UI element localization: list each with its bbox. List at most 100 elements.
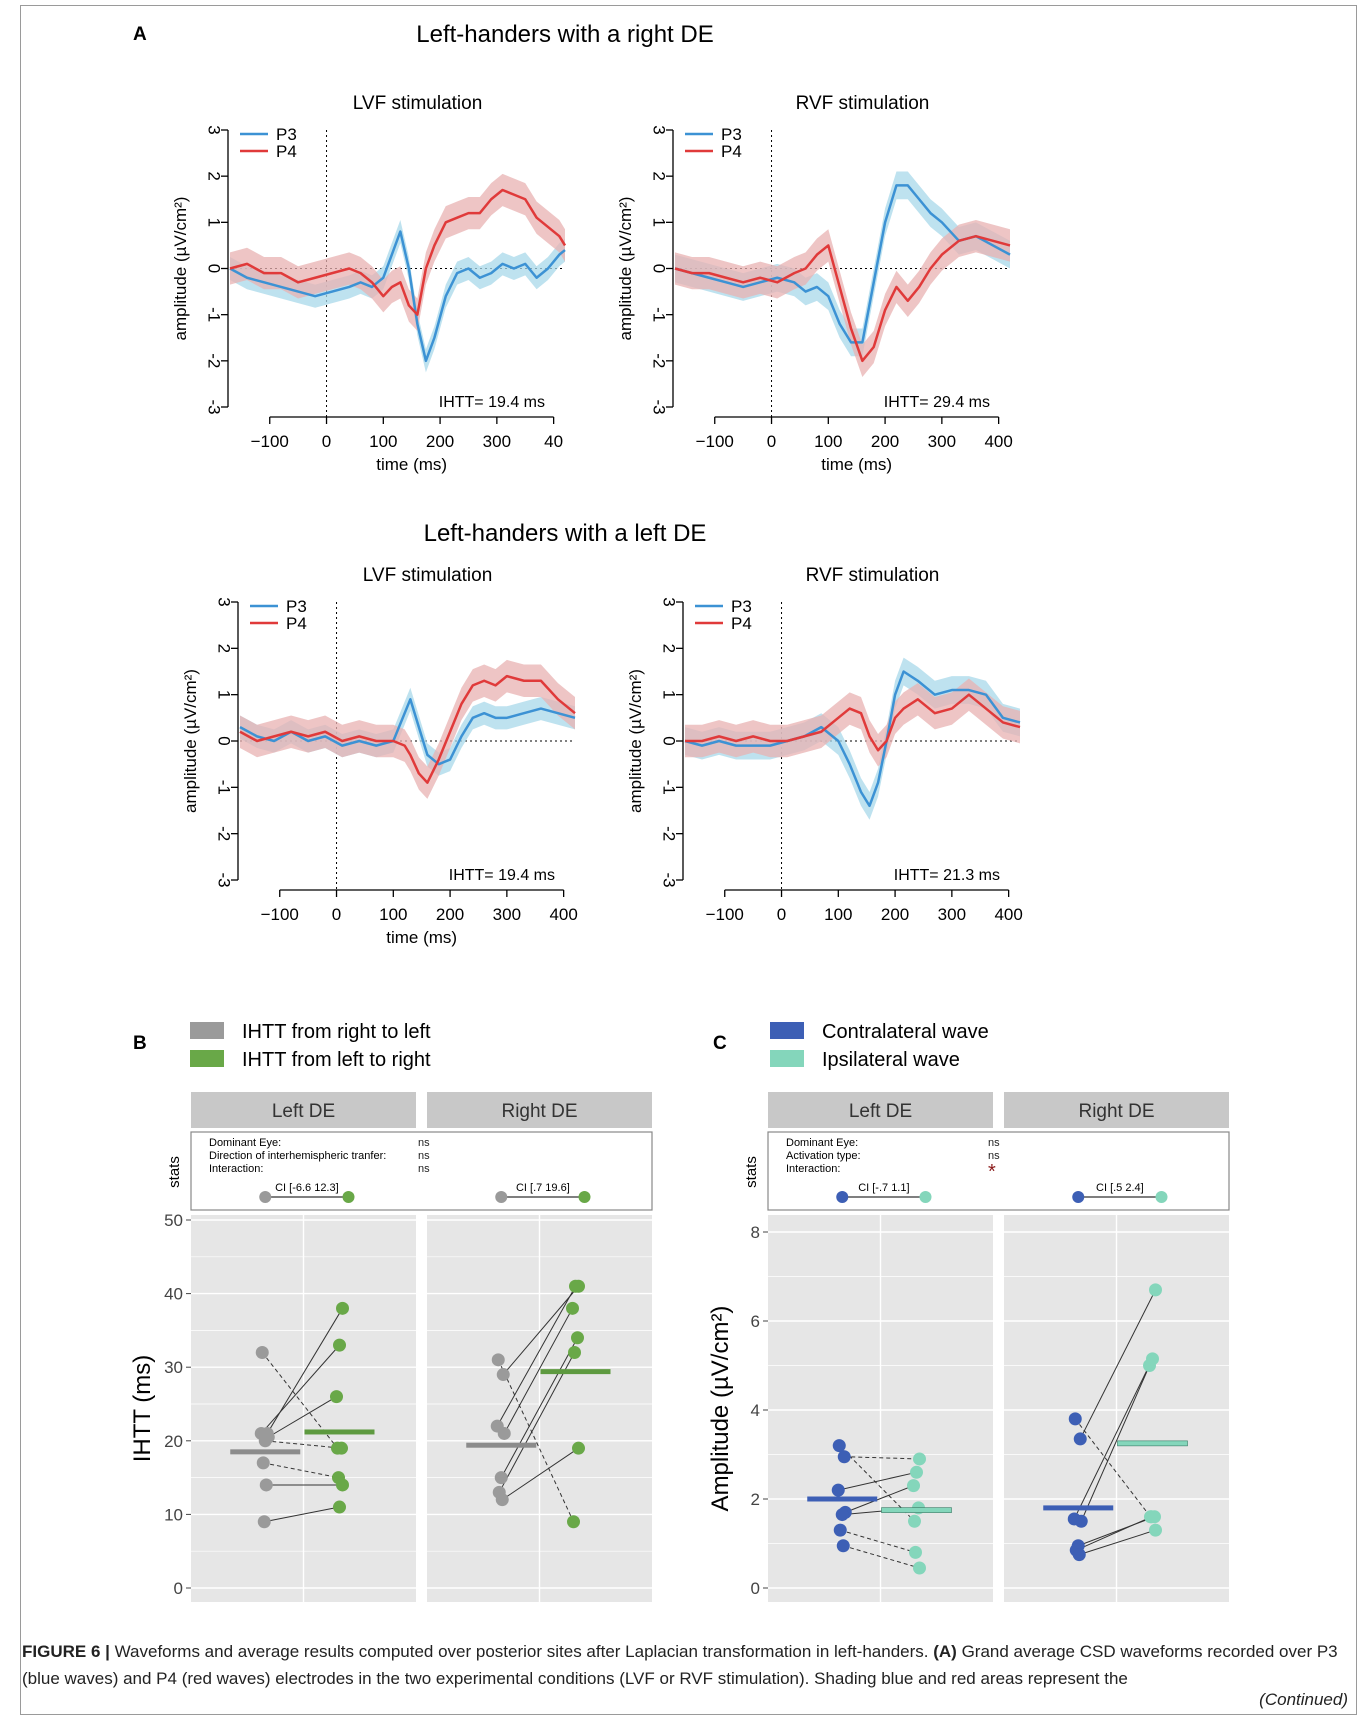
ci-point-left — [495, 1191, 508, 1203]
figure-frame — [20, 5, 1357, 1715]
panel-a-label: A — [133, 24, 147, 45]
data-point-left-to-right — [568, 1345, 581, 1359]
y-axis-label: Amplitude (µV/cm²) — [707, 1306, 734, 1512]
x-tick-label: 300 — [493, 905, 521, 924]
x-tick-label: 200 — [871, 432, 899, 451]
y-tick-label: 3 — [660, 597, 679, 606]
data-point-ipsi — [1143, 1359, 1156, 1372]
y-tick-label: -3 — [650, 399, 669, 414]
data-point-left-to-right — [336, 1478, 349, 1492]
mean-bar-right-to-left — [466, 1442, 537, 1448]
legend-swatch-1 — [770, 1022, 804, 1039]
series-band-p3 — [240, 687, 575, 776]
legend-label-1: Contralateral wave — [822, 1021, 989, 1043]
series-line-p4 — [229, 188, 567, 316]
x-tick-label: 100 — [379, 905, 407, 924]
y-tick-label: -1 — [650, 307, 669, 322]
y-tick-label: 2 — [215, 644, 234, 653]
pair-line — [838, 1471, 917, 1491]
data-point-ipsi — [910, 1465, 923, 1479]
data-point-left-to-right — [333, 1338, 346, 1352]
facet-strip-label: Right DE — [501, 1101, 577, 1122]
series-line-p3 — [684, 670, 1021, 808]
ci-label: CI [.5 2.4] — [1096, 1182, 1144, 1194]
data-point-ipsi — [909, 1545, 922, 1559]
y-tick-label: -1 — [215, 780, 234, 795]
x-tick-label: −100 — [261, 905, 299, 924]
legend-label-p4: P4 — [286, 614, 307, 633]
x-tick-label: 300 — [928, 432, 956, 451]
data-point-left-to-right — [335, 1441, 348, 1455]
stats-row-label: Dominant Eye: — [209, 1137, 281, 1149]
pair-line — [1073, 1358, 1153, 1520]
facet-strip-2 — [427, 1092, 652, 1128]
data-point-right-to-left — [257, 1515, 271, 1529]
ihtt-annotation: IHTT= 21.3 ms — [894, 867, 1000, 884]
section-title-left-de: Left-handers with a left DE — [424, 520, 707, 547]
series-line-p4 — [674, 234, 1011, 363]
x-tick-label: 400 — [994, 905, 1022, 924]
legend-swatch-2 — [770, 1050, 804, 1067]
mean-bar-contra — [807, 1496, 878, 1502]
data-point-contra — [835, 1508, 849, 1522]
y-tick-label: -2 — [215, 826, 234, 841]
y-tick-label: -3 — [215, 872, 234, 887]
data-point-right-to-left — [259, 1478, 273, 1492]
pair-line — [496, 1285, 576, 1427]
y-tick-label: -3 — [660, 872, 679, 887]
data-point-ipsi — [1149, 1523, 1162, 1537]
x-axis-label: time (ms) — [386, 928, 457, 947]
pair-line — [263, 1462, 339, 1479]
facet-strip-1 — [768, 1092, 993, 1128]
stats-row-label: Interaction: — [209, 1163, 263, 1175]
ci-point-right — [919, 1191, 932, 1203]
y-tick-label: 6 — [751, 1312, 760, 1331]
legend-label-p3: P3 — [721, 125, 742, 144]
caption-text: Waveforms and average results computed o… — [114, 1642, 929, 1661]
data-point-contra — [1068, 1412, 1082, 1426]
data-point-left-to-right — [333, 1500, 346, 1514]
data-point-ipsi — [908, 1514, 921, 1528]
x-tick-label: 400 — [549, 905, 577, 924]
facet-strip-label: Left DE — [849, 1101, 912, 1122]
pair-line — [497, 1359, 574, 1522]
x-tick-label: 0 — [767, 432, 776, 451]
stats-row-value: ns — [988, 1150, 1000, 1162]
data-point-left-to-right — [569, 1279, 582, 1293]
data-point-right-to-left — [491, 1353, 505, 1367]
x-tick-label: 200 — [426, 432, 454, 451]
x-tick-label: 200 — [436, 905, 464, 924]
x-tick-label: 0 — [332, 905, 341, 924]
y-axis-label: amplitude (µV/cm²) — [181, 669, 200, 813]
waveform-chart-1: LVF stimulation -3 -2 -1 0 1 2 3 amplitude (µV/c… — [171, 93, 567, 474]
data-point-left-to-right — [336, 1301, 349, 1315]
legend-label-2: Ipsilateral wave — [822, 1049, 960, 1071]
section-title-right-de: Left-handers with a right DE — [416, 21, 713, 48]
waveform-chart-3: LVF stimulation -3 -2 -1 0 1 2 3 amplitude (µV/c… — [181, 565, 578, 947]
data-point-contra — [1073, 1432, 1087, 1446]
y-tick-label: 8 — [751, 1223, 760, 1242]
legend-swatch-1 — [190, 1022, 224, 1039]
stats-row-value: ns — [418, 1163, 430, 1175]
y-tick-label: 0 — [174, 1579, 183, 1598]
data-point-contra — [832, 1439, 846, 1453]
pair-line — [1079, 1529, 1156, 1556]
data-point-ipsi — [913, 1452, 926, 1466]
figure-caption: FIGURE 6 | Waveforms and average results… — [22, 1638, 1338, 1692]
mean-bar-left-to-right — [540, 1369, 611, 1375]
data-point-left-to-right — [572, 1441, 585, 1455]
ci-label: CI [-6.6 12.3] — [275, 1182, 339, 1194]
data-point-contra — [1072, 1548, 1086, 1562]
y-tick-label: 2 — [205, 171, 224, 180]
x-tick-label: 300 — [483, 432, 511, 451]
facet-strip-1 — [191, 1092, 416, 1128]
ci-point-left — [836, 1191, 849, 1203]
stats-row-label: Dominant Eye: — [786, 1137, 858, 1149]
figure-canvas: A Left-handers with a right DE Left-hand… — [129, 21, 1230, 1602]
series-band-p4 — [230, 173, 565, 331]
pair-line — [502, 1285, 579, 1375]
x-tick-label: 400 — [984, 432, 1012, 451]
data-point-right-to-left — [495, 1493, 509, 1507]
y-tick-label: 50 — [164, 1211, 183, 1230]
series-band-p3 — [675, 171, 1010, 357]
